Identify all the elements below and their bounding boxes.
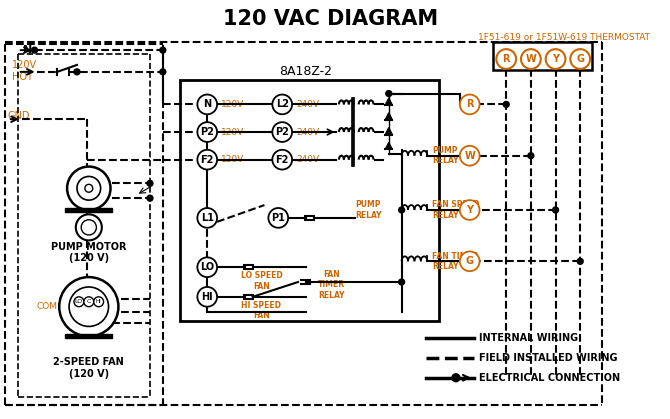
Text: 120V: 120V bbox=[221, 127, 245, 137]
Bar bbox=[65, 208, 113, 212]
Text: PUMP
RELAY: PUMP RELAY bbox=[355, 200, 382, 220]
Circle shape bbox=[503, 101, 509, 107]
Circle shape bbox=[452, 374, 460, 382]
Text: HI: HI bbox=[202, 292, 213, 302]
Text: L1: L1 bbox=[201, 213, 214, 223]
Text: P2: P2 bbox=[200, 127, 214, 137]
Text: R: R bbox=[466, 99, 474, 109]
Text: LO: LO bbox=[75, 299, 83, 304]
Text: PUMP MOTOR
(120 V): PUMP MOTOR (120 V) bbox=[51, 242, 127, 263]
Circle shape bbox=[84, 297, 94, 307]
Text: COM: COM bbox=[36, 302, 57, 311]
Circle shape bbox=[272, 150, 292, 170]
Text: Y: Y bbox=[466, 205, 473, 215]
Circle shape bbox=[198, 122, 217, 142]
Text: 120 VAC DIAGRAM: 120 VAC DIAGRAM bbox=[223, 8, 438, 28]
Polygon shape bbox=[385, 113, 392, 120]
Text: F2: F2 bbox=[275, 155, 289, 165]
Circle shape bbox=[67, 167, 111, 210]
Circle shape bbox=[269, 208, 288, 228]
Text: INTERNAL WIRING: INTERNAL WIRING bbox=[478, 333, 578, 343]
Circle shape bbox=[399, 207, 405, 213]
Text: 120V: 120V bbox=[221, 100, 245, 109]
Text: L2: L2 bbox=[276, 99, 289, 109]
Circle shape bbox=[198, 95, 217, 114]
Circle shape bbox=[460, 146, 480, 166]
Text: 2-SPEED FAN
(120 V): 2-SPEED FAN (120 V) bbox=[54, 357, 124, 379]
Text: C: C bbox=[86, 299, 91, 304]
Text: LO: LO bbox=[200, 262, 214, 272]
Text: F2: F2 bbox=[200, 155, 214, 165]
Bar bbox=[493, 42, 592, 70]
Text: 240V: 240V bbox=[296, 155, 319, 164]
Text: G: G bbox=[576, 54, 584, 64]
Circle shape bbox=[31, 47, 38, 53]
Circle shape bbox=[570, 49, 590, 69]
Circle shape bbox=[74, 297, 84, 307]
Circle shape bbox=[578, 259, 583, 264]
Circle shape bbox=[386, 91, 392, 96]
Circle shape bbox=[160, 47, 165, 53]
Text: 120V: 120V bbox=[221, 155, 245, 164]
Text: N: N bbox=[23, 45, 32, 55]
Text: Y: Y bbox=[552, 54, 559, 64]
Bar bbox=[65, 334, 113, 338]
Circle shape bbox=[147, 181, 153, 186]
Text: N: N bbox=[203, 99, 211, 109]
Circle shape bbox=[272, 122, 292, 142]
Circle shape bbox=[76, 215, 102, 241]
Polygon shape bbox=[385, 128, 392, 134]
Text: ELECTRICAL CONNECTION: ELECTRICAL CONNECTION bbox=[478, 373, 620, 383]
Text: 240V: 240V bbox=[296, 100, 319, 109]
Circle shape bbox=[94, 297, 104, 307]
Text: HI: HI bbox=[96, 299, 102, 304]
Circle shape bbox=[460, 200, 480, 220]
Text: FAN TIMER
RELAY: FAN TIMER RELAY bbox=[432, 251, 478, 271]
Circle shape bbox=[59, 277, 119, 336]
Circle shape bbox=[521, 49, 541, 69]
Circle shape bbox=[460, 95, 480, 114]
Text: FIELD INSTALLED WIRING: FIELD INSTALLED WIRING bbox=[478, 353, 617, 363]
Text: 8A18Z-2: 8A18Z-2 bbox=[279, 65, 332, 78]
Text: GND: GND bbox=[8, 111, 30, 121]
Text: PUMP
RELAY: PUMP RELAY bbox=[432, 146, 459, 166]
Text: 1F51-619 or 1F51W-619 THERMOSTAT: 1F51-619 or 1F51W-619 THERMOSTAT bbox=[478, 33, 651, 42]
Polygon shape bbox=[385, 142, 392, 149]
Text: W: W bbox=[464, 151, 475, 161]
Text: G: G bbox=[466, 256, 474, 266]
Circle shape bbox=[545, 49, 565, 69]
Text: HOT: HOT bbox=[12, 72, 33, 82]
Circle shape bbox=[399, 279, 405, 285]
Circle shape bbox=[160, 69, 165, 75]
Circle shape bbox=[528, 153, 534, 159]
Circle shape bbox=[198, 208, 217, 228]
Circle shape bbox=[198, 257, 217, 277]
Text: R: R bbox=[502, 54, 510, 64]
Circle shape bbox=[198, 287, 217, 307]
Circle shape bbox=[74, 69, 80, 75]
Text: W: W bbox=[525, 54, 536, 64]
Text: FAN
TIMER
RELAY: FAN TIMER RELAY bbox=[318, 270, 345, 300]
Text: P2: P2 bbox=[275, 127, 289, 137]
Circle shape bbox=[553, 207, 559, 213]
Text: HI SPEED
FAN: HI SPEED FAN bbox=[241, 301, 281, 321]
Circle shape bbox=[272, 95, 292, 114]
Circle shape bbox=[460, 251, 480, 271]
Text: LO SPEED
FAN: LO SPEED FAN bbox=[241, 272, 282, 291]
Circle shape bbox=[147, 195, 153, 201]
Circle shape bbox=[198, 150, 217, 170]
Text: FAN SPEED
RELAY: FAN SPEED RELAY bbox=[432, 200, 480, 220]
Text: P1: P1 bbox=[271, 213, 285, 223]
Text: HI: HI bbox=[94, 310, 103, 319]
Text: 120V: 120V bbox=[12, 60, 37, 70]
Text: 240V: 240V bbox=[296, 127, 319, 137]
Polygon shape bbox=[385, 98, 392, 105]
Bar bbox=[180, 80, 439, 321]
Circle shape bbox=[496, 49, 516, 69]
Text: LO: LO bbox=[74, 310, 84, 319]
